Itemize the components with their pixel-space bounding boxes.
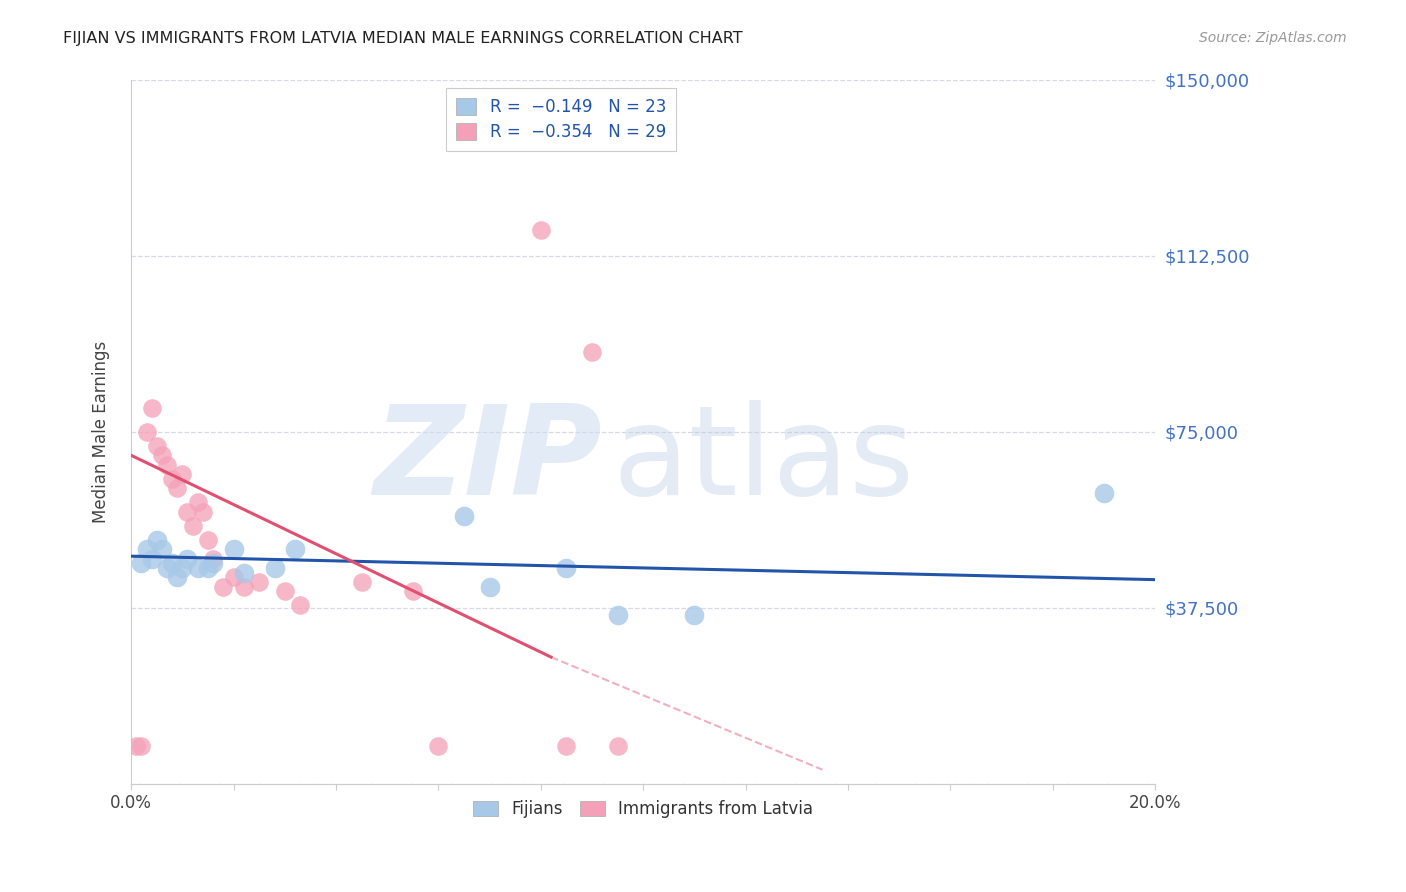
Point bbox=[131, 739, 153, 754]
Point bbox=[141, 401, 163, 416]
Point bbox=[427, 739, 450, 754]
Point bbox=[187, 561, 209, 575]
Point bbox=[1092, 486, 1115, 500]
Point bbox=[176, 551, 198, 566]
Text: Source: ZipAtlas.com: Source: ZipAtlas.com bbox=[1199, 31, 1347, 45]
Point bbox=[135, 542, 157, 557]
Point bbox=[131, 556, 153, 570]
Point bbox=[274, 584, 297, 599]
Point bbox=[160, 556, 183, 570]
Point bbox=[145, 533, 167, 547]
Point bbox=[453, 509, 475, 524]
Point bbox=[145, 439, 167, 453]
Point bbox=[212, 580, 235, 594]
Point bbox=[166, 570, 188, 584]
Legend: Fijians, Immigrants from Latvia: Fijians, Immigrants from Latvia bbox=[467, 793, 820, 825]
Point bbox=[530, 223, 553, 237]
Point bbox=[172, 561, 194, 575]
Point bbox=[478, 580, 501, 594]
Text: atlas: atlas bbox=[613, 400, 914, 521]
Point bbox=[160, 472, 183, 486]
Point bbox=[247, 574, 270, 589]
Point bbox=[222, 570, 245, 584]
Point bbox=[222, 542, 245, 557]
Point bbox=[197, 533, 219, 547]
Point bbox=[156, 458, 179, 472]
Point bbox=[683, 607, 706, 622]
Point bbox=[402, 584, 425, 599]
Text: FIJIAN VS IMMIGRANTS FROM LATVIA MEDIAN MALE EARNINGS CORRELATION CHART: FIJIAN VS IMMIGRANTS FROM LATVIA MEDIAN … bbox=[63, 31, 742, 46]
Point bbox=[263, 561, 285, 575]
Point bbox=[197, 561, 219, 575]
Point bbox=[125, 739, 148, 754]
Y-axis label: Median Male Earnings: Median Male Earnings bbox=[93, 341, 110, 523]
Point bbox=[202, 551, 225, 566]
Point bbox=[172, 467, 194, 481]
Point bbox=[606, 607, 628, 622]
Point bbox=[202, 556, 225, 570]
Point bbox=[135, 425, 157, 439]
Text: ZIP: ZIP bbox=[374, 400, 602, 521]
Point bbox=[176, 505, 198, 519]
Point bbox=[181, 518, 204, 533]
Point bbox=[581, 345, 603, 359]
Point bbox=[156, 561, 179, 575]
Point bbox=[350, 574, 373, 589]
Point bbox=[150, 542, 173, 557]
Point bbox=[166, 481, 188, 495]
Point bbox=[141, 551, 163, 566]
Point bbox=[555, 739, 578, 754]
Point bbox=[555, 561, 578, 575]
Point bbox=[150, 448, 173, 462]
Point bbox=[232, 566, 254, 580]
Point bbox=[288, 599, 311, 613]
Point bbox=[191, 505, 214, 519]
Point bbox=[606, 739, 628, 754]
Point bbox=[187, 495, 209, 509]
Point bbox=[284, 542, 307, 557]
Point bbox=[232, 580, 254, 594]
